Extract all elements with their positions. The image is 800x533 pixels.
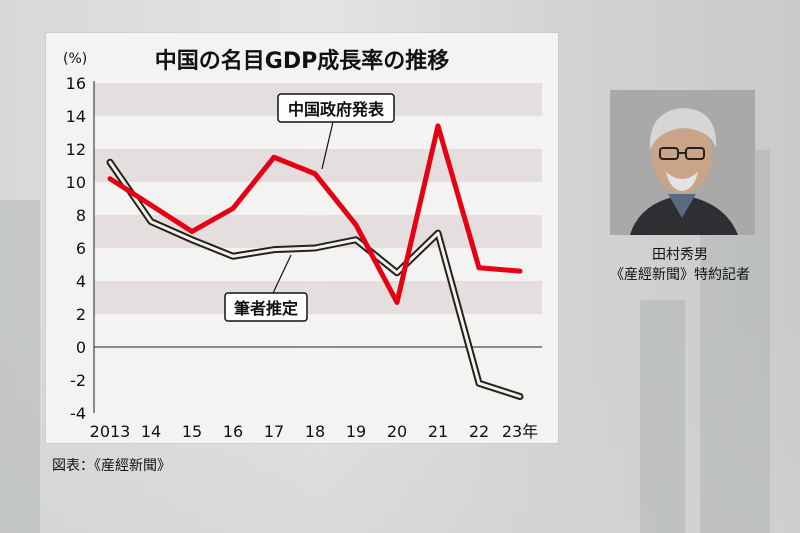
- x-tick-label: 20: [387, 422, 407, 441]
- author-title: 《産經新聞》特約記者: [610, 267, 750, 283]
- legend-label-government-box: [277, 93, 395, 123]
- y-axis-unit: (%): [63, 51, 88, 67]
- background-building: [0, 200, 40, 533]
- x-tick-label: 21: [428, 422, 448, 441]
- x-tick-label: 16: [223, 422, 243, 441]
- grid-band: [94, 281, 542, 314]
- legend-label-estimate: 筆者推定: [234, 299, 298, 318]
- x-tick-label: 14: [141, 422, 161, 441]
- y-tick-label: 4: [76, 272, 86, 291]
- grid-band: [94, 215, 542, 248]
- chart-panel: (%) 中国の名目GDP成長率の推移 16 14 12 10 8 6 4 2 0 -2 -4 201…: [46, 33, 558, 443]
- legend-label-estimate-box: [224, 292, 308, 322]
- y-tick-label: 6: [76, 239, 86, 258]
- y-tick-label: -4: [70, 404, 86, 423]
- author-name: 田村秀男: [652, 247, 708, 263]
- chart-source: 図表：《産經新聞》: [52, 458, 171, 474]
- x-tick-label: 23年: [502, 422, 538, 441]
- y-tick-label: 2: [76, 305, 86, 324]
- y-tick-label: 16: [66, 74, 86, 93]
- x-tick-label: 22: [469, 422, 489, 441]
- y-tick-label: -2: [70, 371, 86, 390]
- legend-label-government: 中国政府発表: [288, 100, 385, 119]
- background-building: [640, 300, 685, 533]
- x-tick-label: 15: [182, 422, 202, 441]
- y-tick-label: 10: [66, 173, 86, 192]
- series-line-government: [107, 123, 523, 305]
- x-tick-label: 19: [346, 422, 366, 441]
- x-tick-label: 17: [264, 422, 284, 441]
- author-photo: [610, 90, 755, 235]
- x-tick-label: 18: [305, 422, 325, 441]
- y-tick-label: 8: [76, 206, 86, 225]
- x-tick-label: 2013: [90, 422, 131, 441]
- series-line-estimate: [108, 160, 522, 398]
- y-tick-label: 12: [66, 140, 86, 159]
- y-tick-label: 14: [66, 107, 86, 126]
- y-tick-label: 0: [76, 338, 86, 357]
- chart-title: 中国の名目GDP成長率の推移: [154, 49, 450, 74]
